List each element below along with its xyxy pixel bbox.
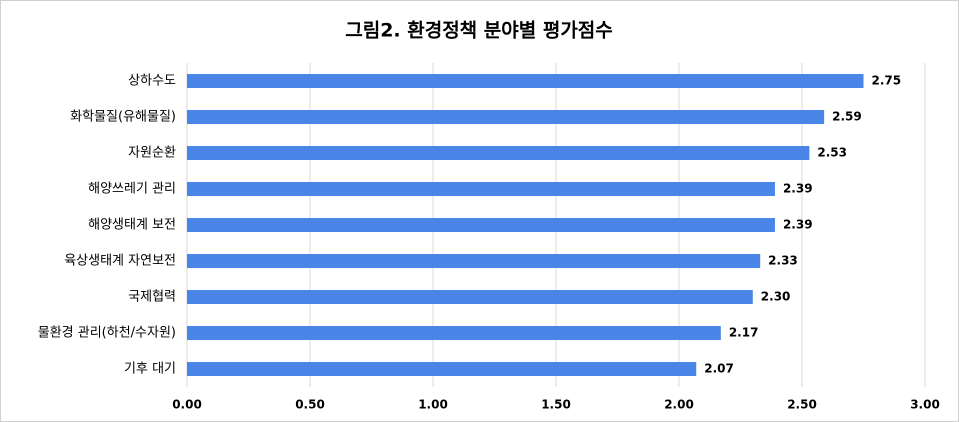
value-label: 2.59 xyxy=(832,110,862,124)
y-tick-label: 자원순환 xyxy=(128,146,176,161)
y-tick-label: 육상생태계 자연보전 xyxy=(64,254,176,269)
bar xyxy=(187,74,864,88)
bar xyxy=(187,362,697,376)
bar xyxy=(187,254,761,268)
bar xyxy=(187,326,721,340)
value-label: 2.75 xyxy=(872,74,902,88)
x-tick-label: 1.50 xyxy=(541,398,571,412)
value-label: 2.39 xyxy=(783,218,813,232)
x-tick-label: 0.50 xyxy=(295,398,325,412)
bar xyxy=(187,146,810,160)
y-tick-label: 화학물질(유해물질) xyxy=(70,110,176,125)
bar xyxy=(187,110,825,124)
value-label: 2.17 xyxy=(729,326,759,340)
y-tick-label: 상하수도 xyxy=(128,74,176,89)
value-label: 2.33 xyxy=(768,254,798,268)
x-tick-label: 0.00 xyxy=(172,398,202,412)
value-label: 2.30 xyxy=(761,290,791,304)
chart-title: 그림2. 환경정책 분야별 평가점수 xyxy=(345,20,613,42)
y-tick-label: 물환경 관리(하천/수자원) xyxy=(38,326,176,341)
x-tick-label: 1.00 xyxy=(418,398,448,412)
value-label: 2.53 xyxy=(817,146,847,160)
bar xyxy=(187,218,775,232)
y-tick-label: 기후 대기 xyxy=(124,362,176,377)
value-label: 2.39 xyxy=(783,182,813,196)
bar xyxy=(187,290,753,304)
x-tick-label: 2.50 xyxy=(787,398,817,412)
y-tick-label: 해양쓰레기 관리 xyxy=(88,182,176,197)
value-label: 2.07 xyxy=(704,362,734,376)
y-tick-label: 국제협력 xyxy=(128,290,176,305)
x-tick-label: 3.00 xyxy=(910,398,940,412)
y-tick-label: 해양생태계 보전 xyxy=(88,218,176,233)
bar xyxy=(187,182,775,196)
x-tick-label: 2.00 xyxy=(664,398,694,412)
